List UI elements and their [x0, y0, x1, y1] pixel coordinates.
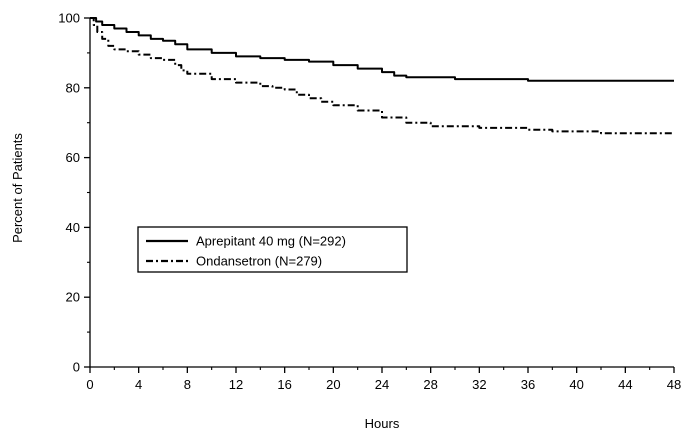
y-tick-label: 40	[66, 220, 80, 235]
y-tick-label: 0	[73, 360, 80, 375]
x-tick-label: 24	[375, 377, 389, 392]
x-tick-label: 12	[229, 377, 243, 392]
x-tick-label: 40	[569, 377, 583, 392]
x-tick-label: 32	[472, 377, 486, 392]
x-tick-label: 44	[618, 377, 632, 392]
x-tick-label: 0	[86, 377, 93, 392]
x-tick-label: 20	[326, 377, 340, 392]
legend-box	[137, 226, 408, 273]
y-tick-label: 60	[66, 150, 80, 165]
legend-label-ondansetron: Ondansetron (N=279)	[196, 254, 322, 269]
x-tick-label: 28	[423, 377, 437, 392]
x-tick-label: 36	[521, 377, 535, 392]
y-tick-label: 100	[58, 11, 80, 26]
series-line-aprepitant	[90, 17, 674, 82]
series-line-ondansetron	[90, 17, 674, 135]
legend: Aprepitant 40 mg (N=292) Ondansetron (N=…	[137, 226, 408, 273]
x-tick-label: 4	[135, 377, 142, 392]
x-axis-title: Hours	[365, 416, 400, 431]
y-tick-label: 20	[66, 290, 80, 305]
x-tick-label: 8	[184, 377, 191, 392]
x-tick-label: 16	[277, 377, 291, 392]
y-axis-title: Percent of Patients	[10, 133, 25, 243]
y-tick-label: 80	[66, 80, 80, 95]
x-tick-label: 48	[667, 377, 681, 392]
legend-label-aprepitant: Aprepitant 40 mg (N=292)	[196, 234, 346, 249]
series-layer	[90, 17, 674, 135]
